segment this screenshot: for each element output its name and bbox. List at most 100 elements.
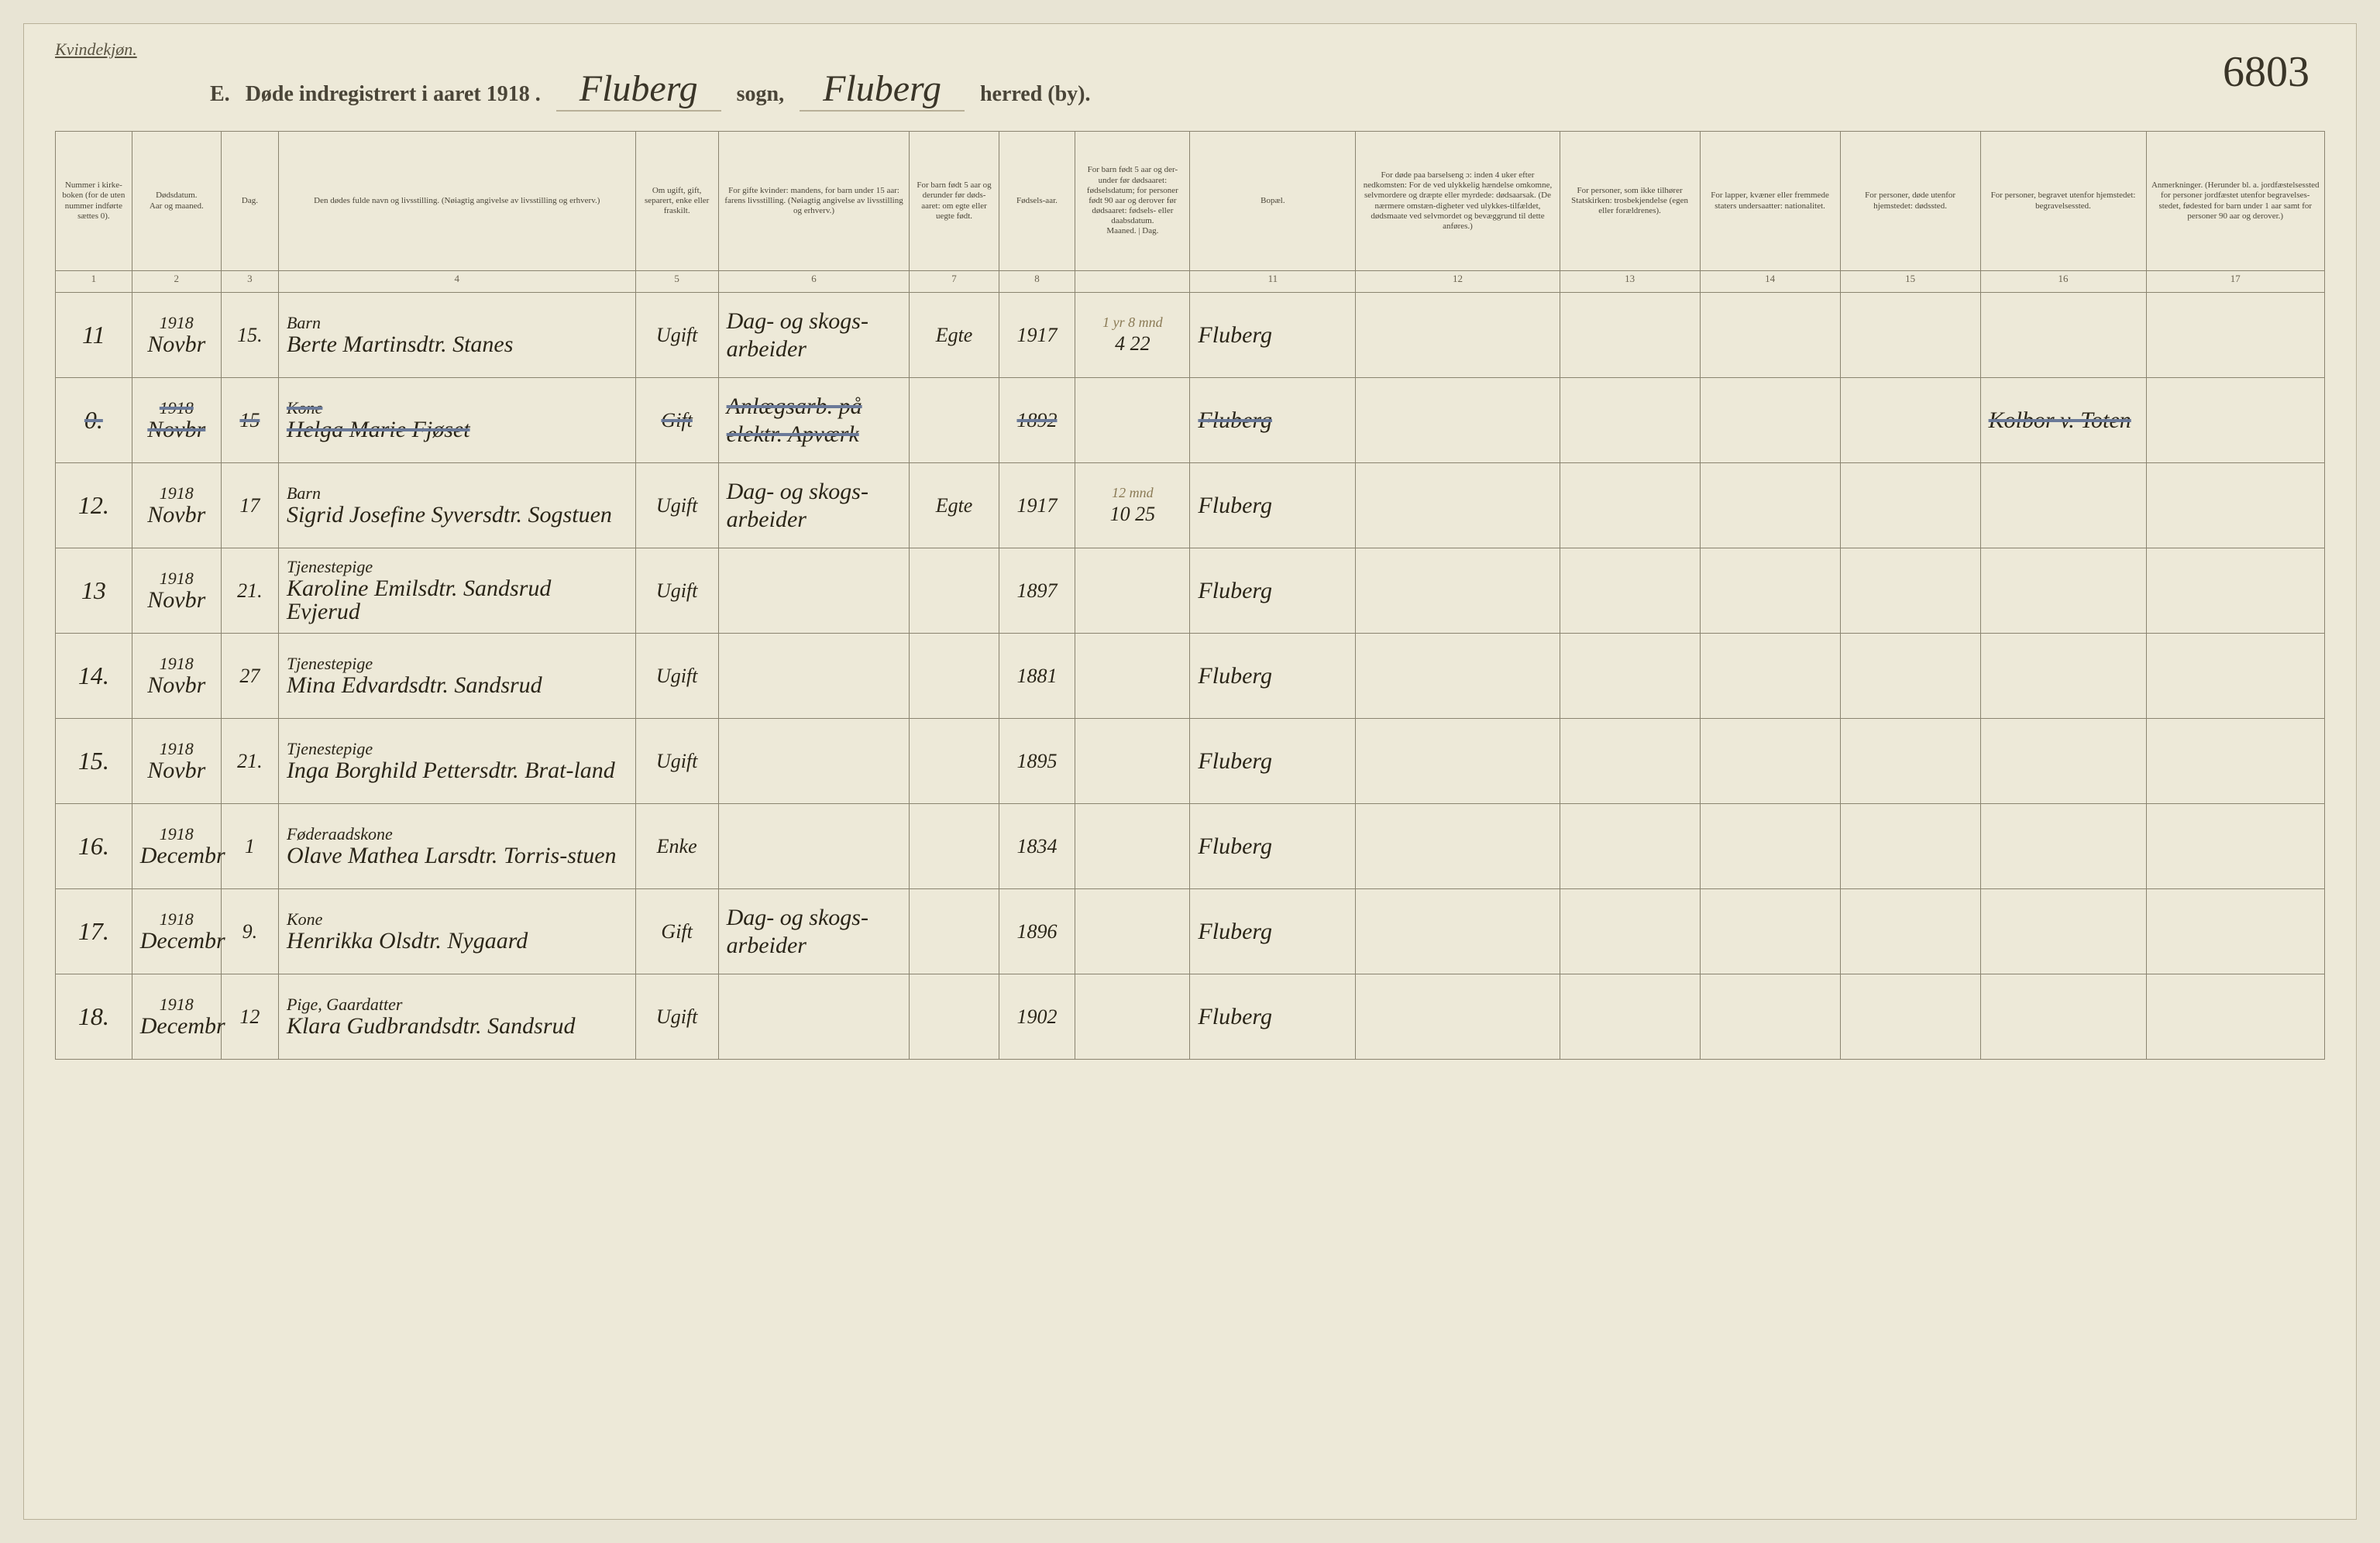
cell-faith (1560, 463, 1700, 548)
cell-legitimacy: Egte (910, 293, 999, 378)
col-header-birthdate: For barn født 5 aar og der-under før død… (1075, 132, 1190, 271)
cell-occupation (718, 719, 910, 804)
colnum: 11 (1190, 271, 1356, 293)
table-body: 111918Novbr15.BarnBerte Martinsdtr. Stan… (56, 293, 2325, 1060)
cell-cause (1356, 719, 1560, 804)
cell-remarks (2146, 293, 2325, 378)
col-header-residence: Bopæl. (1190, 132, 1356, 271)
colnum: 12 (1356, 271, 1560, 293)
cell-name: KoneHelga Marie Fjøset (278, 378, 635, 463)
cell-occupation: Anlægsarb. på elektr. Apværk (718, 378, 910, 463)
col-header-status: Om ugift, gift, separert, enke eller fra… (635, 132, 718, 271)
cell-year-month: 1918Novbr (132, 463, 221, 548)
table-row: 131918Novbr21.TjenestepigeKaroline Emils… (56, 548, 2325, 634)
cell-birthdate (1075, 548, 1190, 634)
cell-birthdate (1075, 719, 1190, 804)
cell-birthdate (1075, 634, 1190, 719)
cell-birthyear: 1917 (999, 463, 1075, 548)
cell-cause (1356, 634, 1560, 719)
cell-name: BarnSigrid Josefine Syversdtr. Sogstuen (278, 463, 635, 548)
cell-status: Ugift (635, 548, 718, 634)
cell-birthdate: 1 yr 8 mnd4 22 (1075, 293, 1190, 378)
cell-remarks (2146, 548, 2325, 634)
table-row: 14.1918Novbr27TjenestepigeMina Edvardsdt… (56, 634, 2325, 719)
cell-faith (1560, 548, 1700, 634)
col-header-number: Nummer i kirke-boken (for de uten nummer… (56, 132, 132, 271)
cell-burialplace (1980, 719, 2146, 804)
cell-legitimacy (910, 634, 999, 719)
cell-number: 17. (56, 889, 132, 974)
page-number: 6803 (2223, 47, 2309, 97)
cell-day: 17 (221, 463, 278, 548)
cell-cause (1356, 974, 1560, 1060)
cell-cause (1356, 548, 1560, 634)
cell-occupation: Dag- og skogs-arbeider (718, 293, 910, 378)
col-header-occupation: For gifte kvinder: mandens, for barn und… (718, 132, 910, 271)
table-row: 17.1918Decembr9.KoneHenrikka Olsdtr. Nyg… (56, 889, 2325, 974)
cell-nationality (1700, 719, 1840, 804)
colnum: 15 (1840, 271, 1980, 293)
cell-day: 9. (221, 889, 278, 974)
cell-legitimacy (910, 719, 999, 804)
cell-day: 21. (221, 719, 278, 804)
cell-day: 27 (221, 634, 278, 719)
cell-residence: Fluberg (1190, 889, 1356, 974)
cell-status: Ugift (635, 974, 718, 1060)
cell-number: 11 (56, 293, 132, 378)
cell-residence: Fluberg (1190, 463, 1356, 548)
table-row: 111918Novbr15.BarnBerte Martinsdtr. Stan… (56, 293, 2325, 378)
cell-number: 16. (56, 804, 132, 889)
col-header-faith: For personer, som ikke tilhører Statskir… (1560, 132, 1700, 271)
col-header-burialplace: For personer, begravet utenfor hjemstede… (1980, 132, 2146, 271)
cell-name: KoneHenrikka Olsdtr. Nygaard (278, 889, 635, 974)
parish-value: Fluberg (556, 67, 721, 112)
colnum: 13 (1560, 271, 1700, 293)
cell-number: 13 (56, 548, 132, 634)
table-row: 18.1918Decembr12Pige, GaardatterKlara Gu… (56, 974, 2325, 1060)
cell-number: 15. (56, 719, 132, 804)
cell-birthyear: 1902 (999, 974, 1075, 1060)
cell-faith (1560, 974, 1700, 1060)
cell-occupation (718, 548, 910, 634)
cell-residence: Fluberg (1190, 974, 1356, 1060)
col-header-day: Dag. (221, 132, 278, 271)
cell-nationality (1700, 548, 1840, 634)
cell-deathplace (1840, 974, 1980, 1060)
cell-deathplace (1840, 293, 1980, 378)
cell-year-month: 1918Novbr (132, 548, 221, 634)
cell-legitimacy (910, 889, 999, 974)
cell-faith (1560, 378, 1700, 463)
cell-remarks (2146, 974, 2325, 1060)
cell-burialplace (1980, 889, 2146, 974)
col-header-deathplace: For personer, døde utenfor hjemstedet: d… (1840, 132, 1980, 271)
table-row: 15.1918Novbr21.TjenestepigeInga Borghild… (56, 719, 2325, 804)
col-header-birthyear: Fødsels-aar. (999, 132, 1075, 271)
cell-birthyear: 1881 (999, 634, 1075, 719)
cell-legitimacy (910, 974, 999, 1060)
cell-cause (1356, 804, 1560, 889)
cell-nationality (1700, 634, 1840, 719)
cell-year-month: 1918Novbr (132, 634, 221, 719)
colnum: 2 (132, 271, 221, 293)
cell-deathplace (1840, 804, 1980, 889)
cell-day: 12 (221, 974, 278, 1060)
cell-remarks (2146, 804, 2325, 889)
cell-year-month: 1918Novbr (132, 378, 221, 463)
cell-name: FøderaadskoneOlave Mathea Larsdtr. Torri… (278, 804, 635, 889)
col-header-cause: For døde paa barselseng ɔ: inden 4 uker … (1356, 132, 1560, 271)
cell-name: TjenestepigeInga Borghild Pettersdtr. Br… (278, 719, 635, 804)
cell-faith (1560, 804, 1700, 889)
cell-number: 18. (56, 974, 132, 1060)
cell-year-month: 1918Novbr (132, 293, 221, 378)
title-main: Døde indregistrert i aaret 1918 . (246, 82, 541, 107)
cell-birthdate (1075, 889, 1190, 974)
cell-nationality (1700, 378, 1840, 463)
cell-faith (1560, 889, 1700, 974)
cell-legitimacy: Egte (910, 463, 999, 548)
cell-name: Pige, GaardatterKlara Gudbrandsdtr. Sand… (278, 974, 635, 1060)
table-row: 0.1918Novbr15KoneHelga Marie FjøsetGiftA… (56, 378, 2325, 463)
colnum (1075, 271, 1190, 293)
cell-occupation (718, 804, 910, 889)
colnum: 7 (910, 271, 999, 293)
cell-burialplace (1980, 634, 2146, 719)
